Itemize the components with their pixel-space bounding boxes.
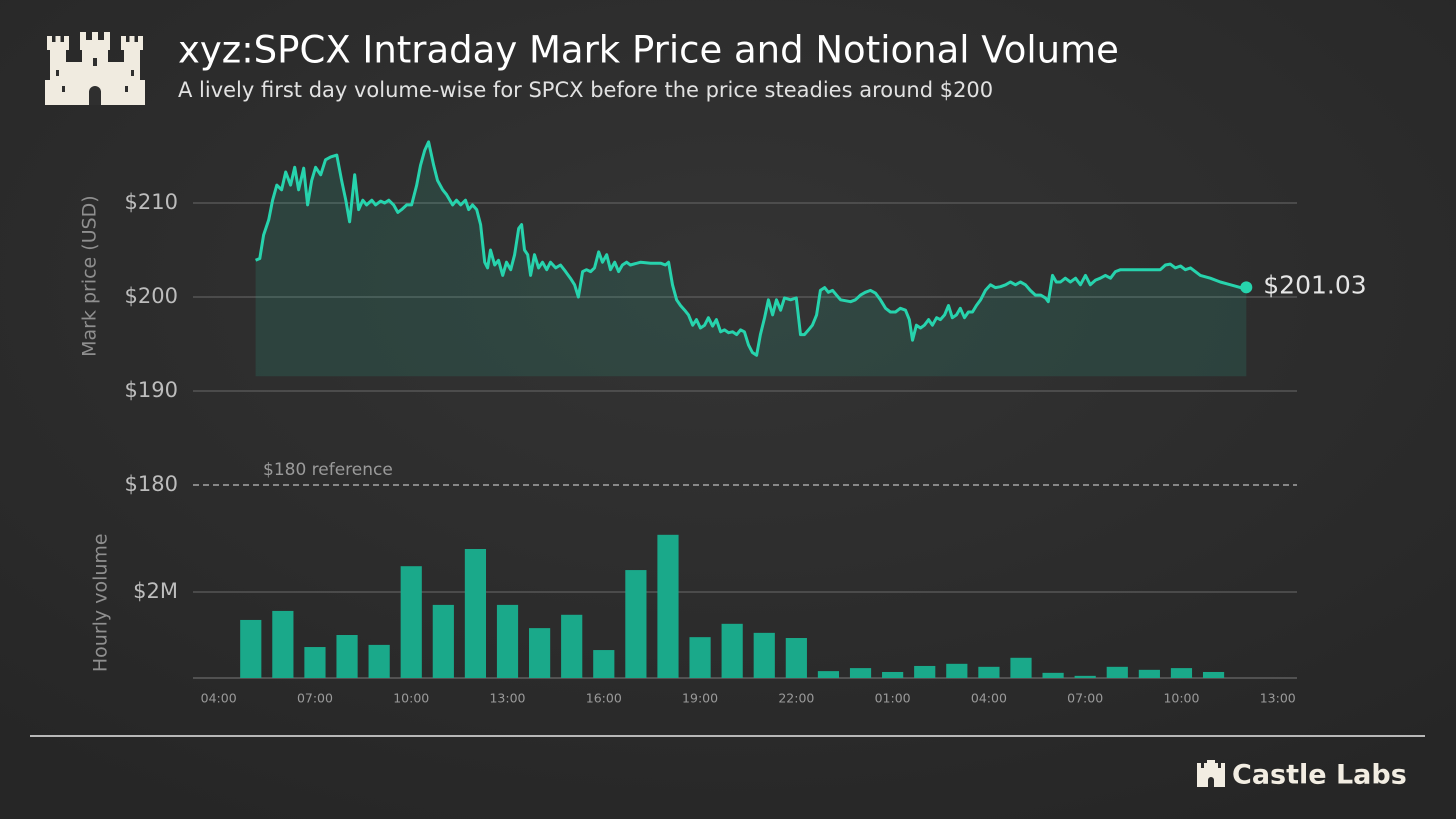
volume-bar bbox=[1138, 669, 1160, 678]
volume-bar bbox=[978, 666, 1000, 678]
volume-bar bbox=[368, 644, 390, 678]
volume-bar bbox=[400, 566, 422, 678]
volume-bar bbox=[1010, 657, 1032, 678]
x-tick-label: 10:00 bbox=[1163, 691, 1199, 706]
last-price-label: $201.03 bbox=[1263, 270, 1366, 299]
volume-bar bbox=[1074, 675, 1096, 678]
volume-bar bbox=[721, 623, 743, 678]
volume-bar bbox=[946, 663, 968, 678]
volume-bar bbox=[625, 570, 647, 678]
price-area bbox=[255, 141, 1247, 377]
x-tick-label: 07:00 bbox=[1067, 691, 1103, 706]
volume-bar bbox=[657, 534, 679, 678]
volume-bar bbox=[272, 610, 294, 678]
volume-bar bbox=[882, 671, 904, 678]
x-tick-label: 07:00 bbox=[297, 691, 333, 706]
volume-bar bbox=[561, 614, 583, 678]
y-tick-label: $210 bbox=[125, 190, 178, 214]
volume-bar bbox=[1106, 666, 1128, 678]
x-tick-label: 22:00 bbox=[778, 691, 814, 706]
volume-bar bbox=[593, 650, 615, 678]
plot-area: $180 $190 $200 $210 Mark price (USD) $201.03 $… bbox=[79, 140, 1367, 706]
y-tick-label: $190 bbox=[125, 378, 178, 402]
brand-name: Castle Labs bbox=[1232, 760, 1407, 791]
last-price-dot bbox=[1240, 281, 1253, 294]
volume-bar bbox=[785, 638, 807, 678]
x-tick-label: 19:00 bbox=[682, 691, 718, 706]
x-tick-label: 10:00 bbox=[393, 691, 429, 706]
x-tick-label: 16:00 bbox=[586, 691, 622, 706]
x-tick-label: 01:00 bbox=[875, 691, 911, 706]
x-tick-label: 04:00 bbox=[201, 691, 237, 706]
volume-bar bbox=[496, 604, 519, 678]
volume-bar bbox=[689, 637, 711, 678]
volume-bar bbox=[817, 671, 840, 678]
volume-bar bbox=[240, 619, 262, 678]
brand-logo-door bbox=[1208, 777, 1214, 787]
price-line bbox=[255, 140, 1247, 357]
chart-subtitle: A lively first day volume-wise for SPCX … bbox=[178, 78, 993, 102]
volume-bar bbox=[336, 635, 358, 678]
volume-bar bbox=[1042, 672, 1064, 678]
volume-bar bbox=[432, 604, 454, 678]
volume-bar bbox=[304, 647, 326, 678]
volume-bar bbox=[1202, 671, 1225, 678]
y-axis-label: Hourly volume bbox=[90, 533, 112, 672]
x-tick-label: 04:00 bbox=[971, 691, 1007, 706]
volume-bar bbox=[914, 665, 936, 678]
x-tick-label: 13:00 bbox=[489, 691, 525, 706]
y-tick-label: $2M bbox=[133, 579, 178, 603]
volume-bar bbox=[1170, 668, 1193, 678]
x-tick-label: 13:00 bbox=[1260, 691, 1296, 706]
volume-bar bbox=[753, 632, 775, 678]
chart-title: xyz:SPCX Intraday Mark Price and Notiona… bbox=[178, 29, 1119, 72]
y-tick-label: $180 bbox=[125, 472, 178, 496]
reference-label: $180 reference bbox=[263, 460, 393, 480]
y-axis-label: Mark price (USD) bbox=[79, 195, 101, 357]
y-tick-label: $200 bbox=[125, 284, 178, 308]
volume-bar bbox=[849, 668, 872, 678]
logo-details bbox=[56, 58, 134, 105]
volume-bar bbox=[464, 549, 487, 678]
volume-bar bbox=[529, 628, 551, 678]
